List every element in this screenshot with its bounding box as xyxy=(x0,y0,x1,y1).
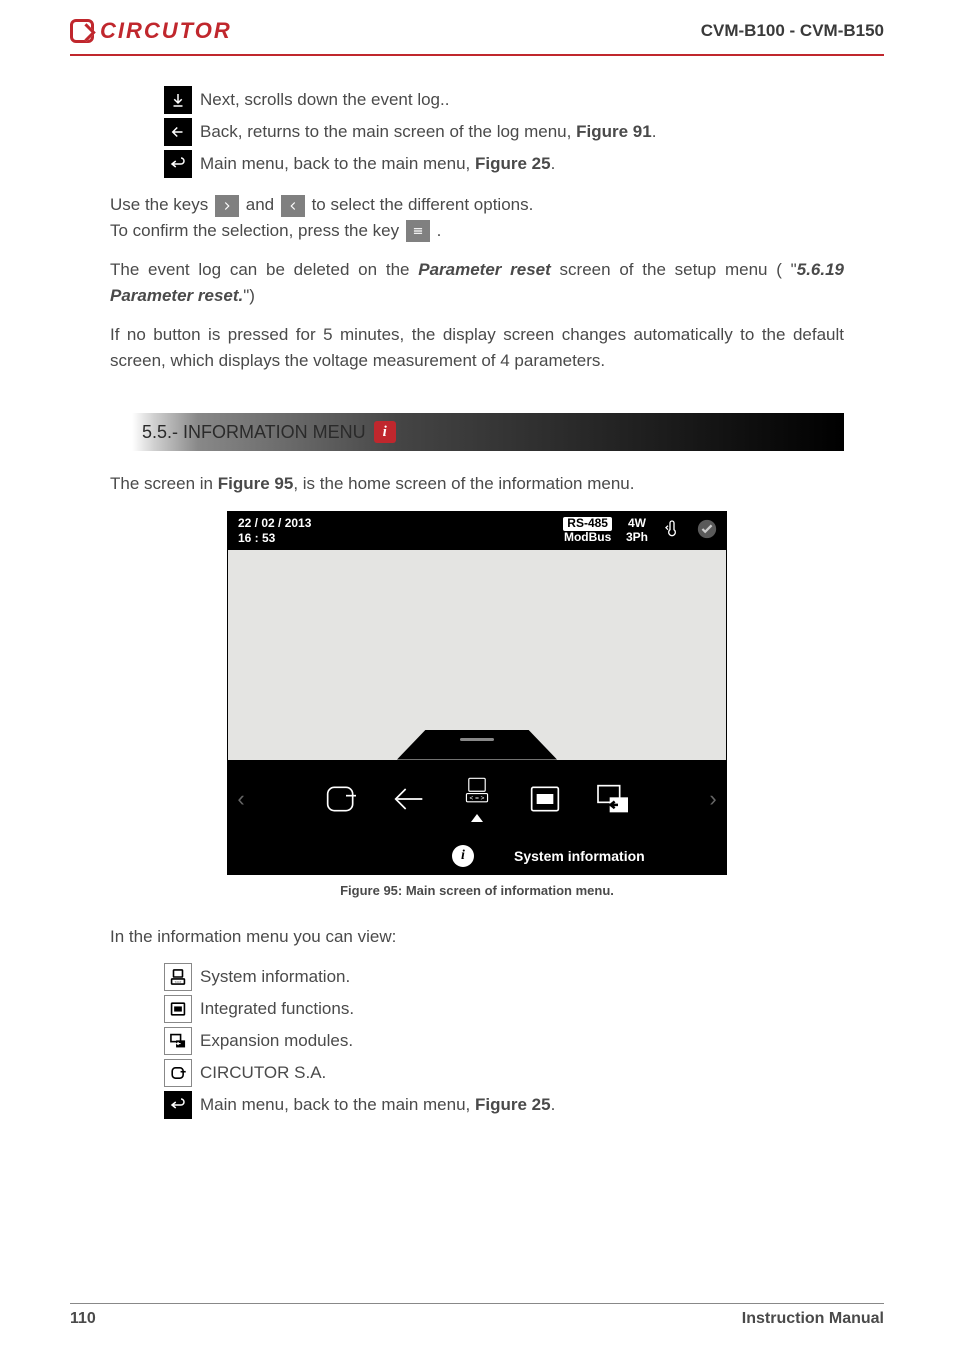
header-rule xyxy=(70,54,884,56)
reset-paragraph: The event log can be deleted on the Para… xyxy=(110,257,844,308)
device-wiring-top: 4W xyxy=(626,517,648,530)
footer-label: Instruction Manual xyxy=(742,1310,884,1328)
icon-desc: Main menu, back to the main menu, Figure… xyxy=(200,154,555,174)
logo-mark-icon xyxy=(70,19,94,43)
keys-paragraph: Use the keys and to select the different… xyxy=(110,192,844,243)
svg-text:<=>: <=> xyxy=(175,980,182,984)
brand-logo: CIRCUTOR xyxy=(70,18,232,44)
icon-desc: Back, returns to the main screen of the … xyxy=(200,122,656,142)
device-nav-bar: ‹ < = > xyxy=(228,760,726,838)
device-date: 22 / 02 / 2013 xyxy=(238,516,311,530)
timeout-paragraph: If no button is pressed for 5 minutes, t… xyxy=(110,322,844,373)
list-item-label: CIRCUTOR S.A. xyxy=(200,1063,326,1083)
device-temp-icon xyxy=(662,519,682,542)
return-icon xyxy=(164,1091,192,1119)
nav-sysinfo-icon[interactable]: < = > xyxy=(454,776,500,822)
list-item-label: Expansion modules. xyxy=(200,1031,353,1051)
page-number: 110 xyxy=(70,1310,96,1328)
integrated-icon xyxy=(164,995,192,1023)
list-item-label: Main menu, back to the main menu, Figure… xyxy=(200,1095,555,1115)
device-screenshot: 22 / 02 / 2013 16 : 53 RS-485 ModBus 4W … xyxy=(227,511,727,875)
circutor-icon xyxy=(164,1059,192,1087)
key-left-icon xyxy=(281,195,305,217)
device-status-bar: 22 / 02 / 2013 16 : 53 RS-485 ModBus 4W … xyxy=(228,512,726,550)
section-heading: 5.5.- INFORMATION MENU i xyxy=(110,413,844,451)
nav-chevron-right-icon[interactable]: › xyxy=(706,786,720,812)
device-time: 16 : 53 xyxy=(238,531,311,545)
device-check-icon xyxy=(696,518,716,543)
device-body xyxy=(228,550,726,730)
expansion-icon xyxy=(164,1027,192,1055)
info-intro-paragraph: The screen in Figure 95, is the home scr… xyxy=(110,471,844,497)
return-icon xyxy=(164,150,192,178)
down-icon xyxy=(164,86,192,114)
svg-text:< = >: < = > xyxy=(470,795,485,802)
list-item-label: Integrated functions. xyxy=(200,999,354,1019)
device-footer: i System information xyxy=(228,838,726,874)
nav-expansion-icon[interactable] xyxy=(590,776,636,822)
sysinfo-icon: <=> xyxy=(164,963,192,991)
nav-circutor-icon[interactable] xyxy=(318,776,364,822)
nav-back-icon[interactable] xyxy=(386,776,432,822)
key-right-icon xyxy=(215,195,239,217)
key-menu-icon xyxy=(406,220,430,242)
list-item-label: System information. xyxy=(200,967,350,987)
device-protocol-bot: ModBus xyxy=(564,530,611,544)
back-arrow-icon xyxy=(164,118,192,146)
document-id: CVM-B100 - CVM-B150 xyxy=(701,21,884,41)
list-intro: In the information menu you can view: xyxy=(110,924,844,950)
figure-caption: Figure 95: Main screen of information me… xyxy=(110,883,844,898)
nav-integrated-icon[interactable] xyxy=(522,776,568,822)
footer-info-icon: i xyxy=(452,845,474,867)
nav-chevron-left-icon[interactable]: ‹ xyxy=(234,786,248,812)
device-handle xyxy=(397,730,557,760)
icon-desc: Next, scrolls down the event log.. xyxy=(200,90,449,110)
device-wiring-bot: 3Ph xyxy=(626,531,648,544)
info-badge-icon: i xyxy=(374,421,396,443)
logo-text: CIRCUTOR xyxy=(100,18,232,44)
device-footer-label: System information xyxy=(514,848,645,864)
